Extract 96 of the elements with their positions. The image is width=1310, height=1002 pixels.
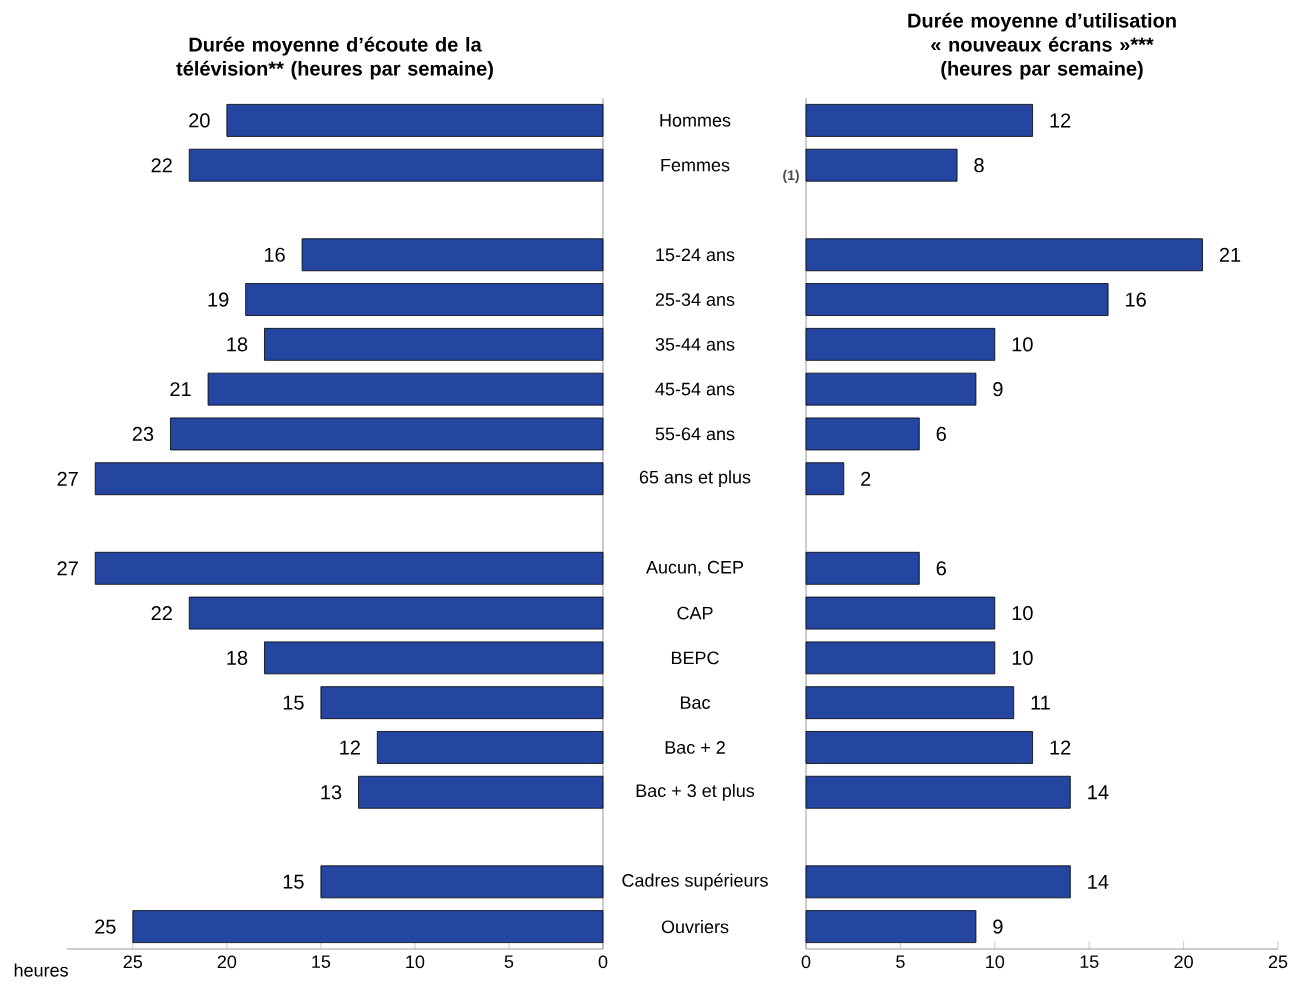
bar (188, 148, 604, 182)
data-label: 18 (227, 650, 248, 665)
bar (805, 641, 996, 675)
x-tick-label: 25 (1268, 955, 1288, 969)
data-label: 19 (208, 292, 229, 307)
bar (805, 551, 920, 585)
y-tick-label: 55-64 ans (655, 427, 735, 441)
y-tick-label: 65 ans et plus (639, 470, 751, 488)
y-tick-label: 45-54 ans (655, 382, 735, 396)
x-tick-label: 10 (406, 955, 425, 969)
bar (94, 551, 604, 585)
x-tick-label: 0 (801, 955, 811, 969)
data-label: 27 (57, 471, 78, 486)
data-label: 13 (321, 785, 342, 800)
data-label: 9 (993, 382, 1003, 397)
data-label: 25 (95, 919, 116, 934)
y-tick-label: BEPC (671, 651, 719, 665)
data-label: 12 (1050, 740, 1071, 755)
data-label: 6 (936, 426, 946, 441)
bar (805, 910, 977, 944)
bar (805, 462, 845, 496)
data-label: 2 (861, 471, 871, 486)
bar (805, 238, 1203, 272)
x-tick-label: 5 (896, 955, 905, 968)
data-label: 10 (1012, 650, 1033, 665)
bar (805, 283, 1109, 316)
data-label: 16 (264, 247, 285, 262)
x-tick-label: 5 (504, 955, 514, 968)
bar (805, 148, 958, 182)
x-axis-title: heures (14, 963, 68, 977)
y-tick-label: 25-34 ans (655, 293, 735, 306)
bar (207, 372, 604, 406)
bar (245, 283, 604, 316)
bar (301, 238, 604, 272)
bar (805, 327, 996, 361)
y-tick-label: Bac + 2 (665, 741, 725, 754)
data-label: 15 (283, 874, 304, 889)
y-tick-label: CAP (677, 606, 713, 620)
bar (264, 641, 604, 675)
x-tick-label: 20 (217, 955, 237, 969)
data-label: 12 (1050, 113, 1071, 128)
bar (805, 417, 920, 451)
bar (805, 372, 977, 406)
data-label: 21 (1219, 247, 1241, 262)
bar (358, 775, 604, 809)
bar (805, 865, 1071, 899)
data-label: 18 (227, 337, 248, 352)
data-label: 27 (57, 561, 78, 576)
y-tick-label: Ouvriers (661, 920, 729, 934)
chart-title: Durée moyenne d’écoute de la télévision** (heures par semaine) (176, 36, 493, 80)
data-label: 6 (936, 561, 946, 576)
data-label: 10 (1012, 337, 1033, 352)
bar (264, 327, 604, 361)
y-tick-label: Hommes (660, 114, 731, 127)
bar (94, 462, 604, 496)
x-tick-label: 10 (986, 955, 1005, 969)
y-tick-label: 15-24 ans (656, 248, 735, 262)
data-label: 23 (132, 426, 154, 441)
data-label: 15 (283, 695, 304, 710)
bar (805, 686, 1015, 720)
bar (320, 865, 604, 899)
x-tick-label: 15 (312, 955, 331, 968)
x-tick-label: 25 (123, 955, 143, 969)
data-label: 20 (189, 113, 210, 128)
y-tick-label: Femmes (661, 158, 730, 172)
data-label: 14 (1088, 874, 1109, 889)
bar (805, 731, 1033, 764)
y-tick-label: 35-44 ans (655, 337, 735, 351)
bar (170, 417, 604, 451)
y-tick-label: Bac (680, 696, 711, 709)
x-tick-label: 15 (1080, 955, 1099, 968)
x-tick-label: 20 (1174, 955, 1193, 969)
data-label: 11 (1031, 695, 1050, 710)
y-tick-label: Cadres supérieurs (622, 873, 768, 891)
data-label: 21 (170, 382, 191, 397)
data-label: 16 (1126, 292, 1146, 307)
bar (132, 910, 604, 944)
bar (226, 104, 604, 137)
bar (805, 596, 996, 630)
y-tick-label: Aucun, CEP (646, 560, 744, 576)
bar (376, 731, 604, 764)
data-label: 12 (340, 740, 360, 755)
data-label: 14 (1088, 785, 1109, 800)
bar (805, 775, 1071, 809)
data-label: 22 (151, 158, 172, 173)
text: (1) (783, 169, 799, 183)
data-label: 8 (974, 158, 984, 173)
data-label: 9 (993, 919, 1003, 934)
chart-title: Durée moyenne d’utilisation « nouveaux écrans »*** (heures par semaine) (908, 12, 1176, 80)
bar (188, 596, 604, 630)
bar (320, 686, 604, 720)
bar (805, 104, 1033, 137)
x-tick-label: 0 (598, 955, 608, 969)
data-label: 10 (1012, 606, 1033, 621)
y-tick-label: Bac + 3 et plus (636, 783, 755, 801)
data-label: 22 (151, 606, 172, 621)
